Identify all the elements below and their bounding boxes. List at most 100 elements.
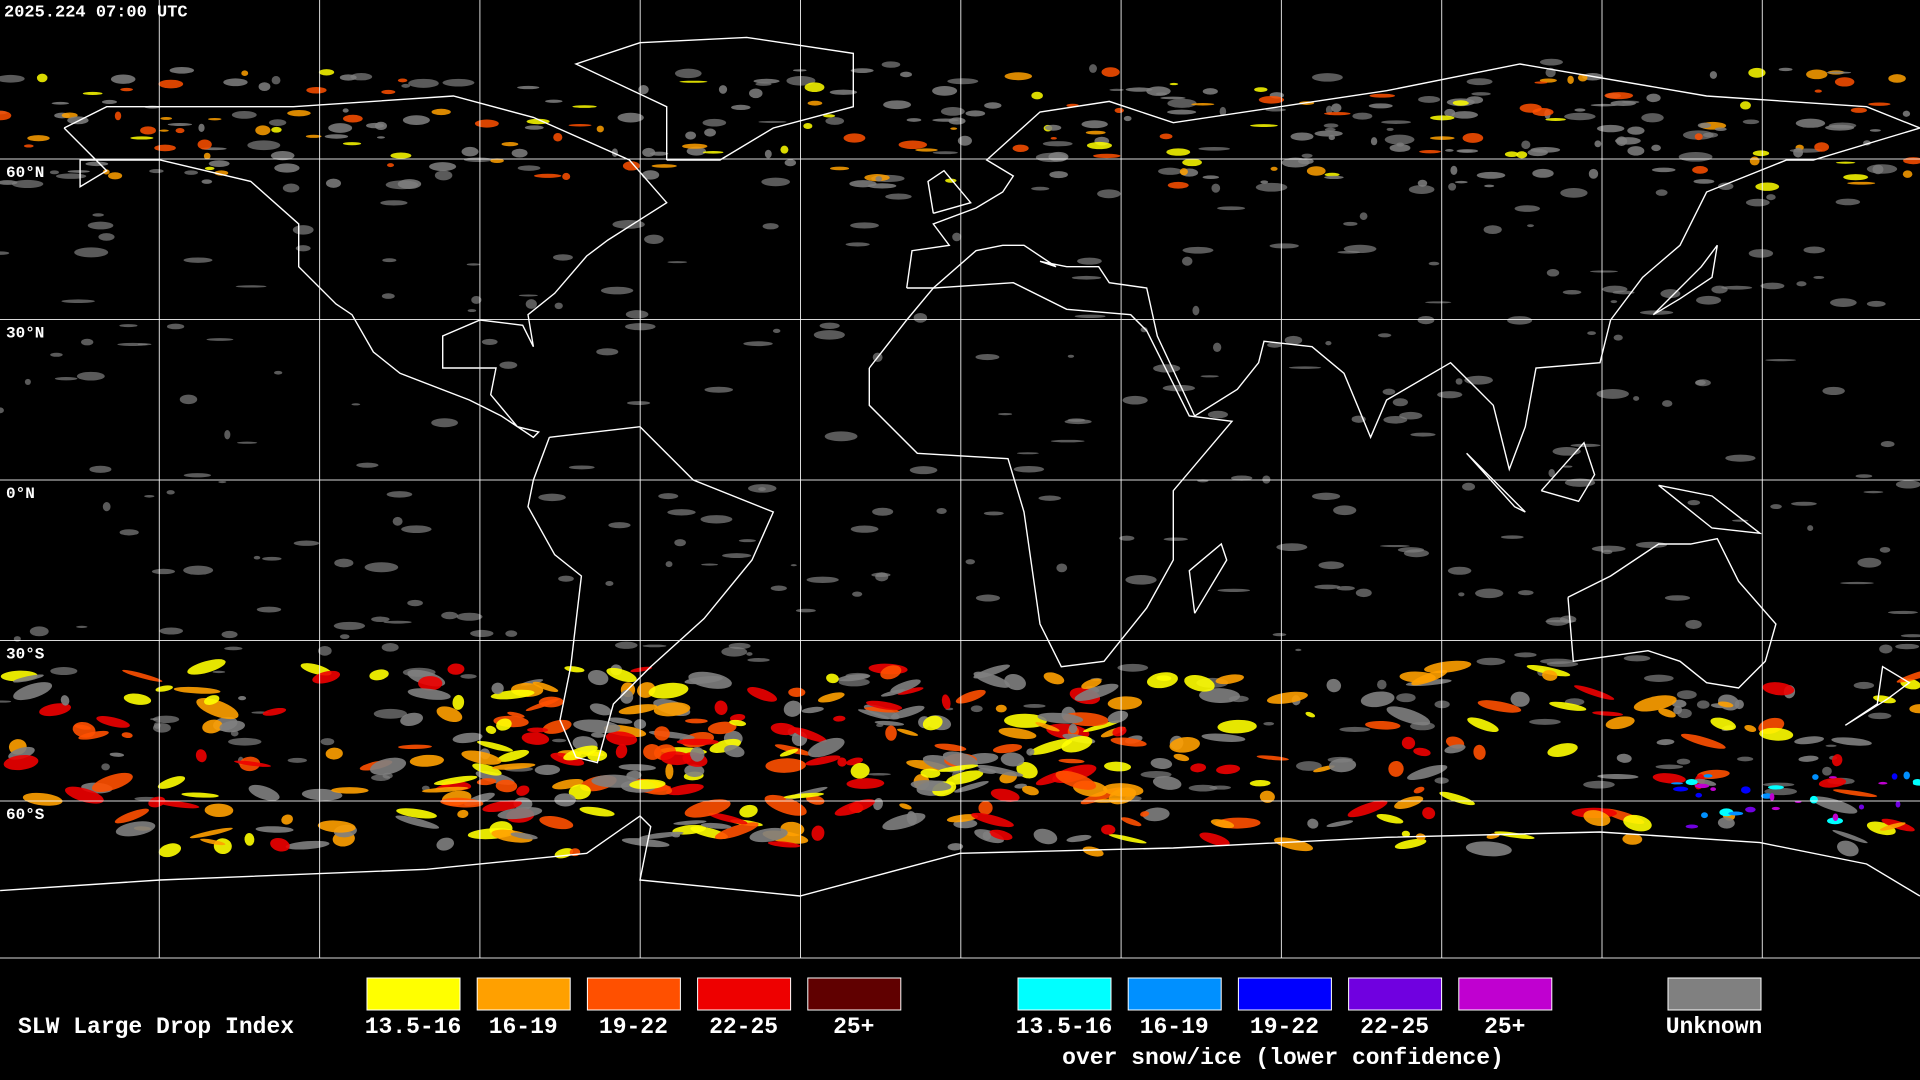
cloud-patch (1527, 224, 1534, 228)
cloud-patch (1146, 672, 1178, 689)
cloud-patch (1267, 342, 1283, 348)
cloud-patch (85, 161, 109, 167)
cloud-patch (1217, 206, 1246, 211)
cloud-patch (436, 706, 463, 723)
legend-swatch (1667, 977, 1762, 1011)
cloud-patch (1476, 171, 1506, 179)
cloud-patch (1685, 619, 1702, 629)
cloud-patch (1791, 501, 1817, 506)
cloud-patch (1740, 786, 1751, 794)
cloud-patch (784, 159, 797, 167)
cloud-patch (501, 142, 519, 147)
cloud-patch (198, 123, 205, 132)
cloud-patch (783, 792, 825, 799)
cloud-patch (1273, 837, 1314, 852)
cloud-patch (875, 176, 883, 182)
cloud-patch (845, 242, 870, 247)
cloud-patch (1539, 58, 1563, 66)
cloud-patch (1258, 96, 1285, 104)
cloud-patch (295, 245, 311, 252)
cloud-patch (1394, 796, 1424, 809)
cloud-patch (618, 764, 656, 771)
cloud-patch (748, 484, 777, 493)
cloud-patch (553, 133, 563, 142)
cloud-patch (491, 829, 533, 843)
cloud-patch (1343, 221, 1358, 226)
cloud-patch (271, 76, 281, 85)
cloud-patch (155, 685, 173, 692)
cloud-patch (1369, 93, 1396, 98)
cloud-patch (1031, 186, 1050, 191)
cloud-patch (591, 732, 605, 738)
cloud-patch (1213, 342, 1222, 353)
cloud-patch (1467, 717, 1499, 732)
cloud-patch (351, 403, 361, 406)
cloud-patch (1290, 132, 1314, 141)
cloud-patch (1450, 165, 1458, 175)
cloud-patch (1425, 301, 1452, 304)
cloud-patch (674, 539, 686, 547)
cloud-patch (1835, 198, 1861, 206)
cloud-patch (1832, 813, 1839, 821)
cloud-patch (320, 738, 335, 746)
cloud-patch (1548, 468, 1555, 478)
cloud-patch (1641, 113, 1664, 123)
cloud-patch (160, 116, 173, 120)
cloud-patch (1765, 359, 1797, 362)
cloud-patch (3, 754, 39, 771)
cloud-patch (324, 134, 349, 139)
cloud-patch (1895, 801, 1901, 808)
cloud-patch (383, 620, 412, 624)
cloud-patch (1384, 134, 1415, 145)
cloud-patch (184, 170, 198, 175)
cloud-patch (897, 687, 924, 695)
cloud-patch (1413, 786, 1425, 794)
cloud-patch (724, 744, 745, 758)
cloud-patch (401, 83, 411, 88)
cloud-patch (813, 330, 845, 340)
cloud-patch (984, 102, 1002, 109)
cloud-patch (1840, 581, 1874, 585)
cloud-patch (247, 140, 281, 151)
cloud-patch (258, 82, 271, 92)
cloud-patch (114, 808, 150, 824)
cloud-patch (1574, 108, 1586, 112)
cloud-patch (221, 630, 238, 639)
cloud-patch (1702, 132, 1719, 138)
cloud-patch (477, 740, 513, 752)
cloud-patch (846, 778, 885, 789)
cloud-patch (1386, 706, 1431, 726)
cloud-patch (154, 800, 200, 809)
cloud-patch (1651, 167, 1676, 173)
cloud-patch (236, 441, 258, 444)
cloud-patch (702, 118, 727, 127)
cloud-patch (1305, 711, 1316, 718)
cloud-patch (764, 149, 772, 159)
cloud-patch (641, 170, 660, 180)
cloud-patch (1324, 172, 1340, 177)
cloud-patch (1597, 774, 1639, 780)
cloud-patch (765, 758, 806, 773)
cloud-patch (660, 751, 692, 766)
cloud-patch (701, 563, 719, 566)
cloud-patch (452, 694, 465, 710)
cloud-patch (1879, 546, 1891, 553)
cloud-patch (274, 163, 300, 173)
cloud-patch (1071, 275, 1102, 280)
latitude-label: 60°N (6, 164, 44, 182)
cloud-patch (989, 829, 1013, 841)
cloud-patch (1058, 758, 1085, 764)
cloud-patch (0, 251, 10, 255)
cloud-patch (1737, 756, 1754, 762)
cloud-patch (563, 745, 598, 761)
legend-swatch (586, 977, 681, 1011)
cloud-patch (457, 809, 469, 819)
cloud-patch (1324, 112, 1351, 116)
cloud-patch (978, 801, 993, 815)
cloud-patch (617, 112, 644, 123)
cloud-patch (497, 749, 530, 762)
cloud-patch (1471, 92, 1491, 96)
cloud-patch (1658, 708, 1676, 718)
cloud-patch (11, 179, 44, 189)
cloud-patch (1056, 563, 1068, 573)
